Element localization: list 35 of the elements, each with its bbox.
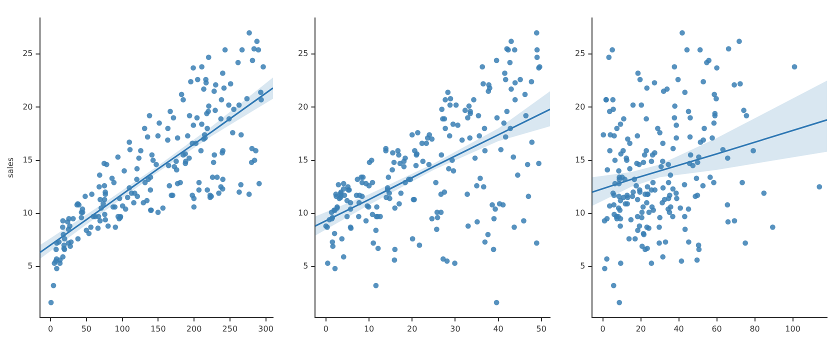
x-tick-label: 250 [222,324,238,334]
x-tick-label: 50 [81,324,92,334]
y-tick-label: 15 [574,155,586,164]
y-tick-label: 20 [574,102,586,112]
x-tick-label: 200 [186,324,202,334]
y-tick-label: 10 [574,208,586,218]
y-tick-label: 15 [298,155,308,164]
y-tick-label: 5 [580,262,586,271]
y-tick-label: 25 [22,49,33,58]
x-tick-label: 100 [114,324,130,334]
x-tick-label: 20 [407,324,418,334]
y-tick-label: 20 [22,102,33,112]
x-tick-label: 0 [48,324,54,334]
x-tick-label: 40 [493,324,504,334]
y-tick-label: 5 [303,262,308,271]
x-tick-label: 150 [150,324,166,334]
y-tick-label: 20 [298,102,308,112]
x-tick-label: 0 [600,324,606,334]
x-tick-label: 30 [450,324,460,334]
x-tick-label: 80 [750,324,760,334]
y-axis-title: sales [6,158,15,178]
y-tick-label: 10 [22,208,33,218]
y-tick-label: 15 [22,155,33,164]
x-tick-label: 10 [364,324,374,334]
x-tick-label: 50 [536,324,546,334]
y-tick-label: 5 [28,262,33,271]
x-tick-label: 40 [674,324,684,334]
x-tick-label: 100 [785,324,800,334]
y-tick-label: 25 [298,49,308,58]
x-tick-label: 60 [712,324,722,334]
x-tick-label: 300 [258,324,274,334]
x-tick-label: 20 [636,324,646,334]
y-tick-label: 25 [574,49,586,58]
x-tick-label: 0 [323,324,328,334]
y-tick-label: 10 [298,208,308,218]
